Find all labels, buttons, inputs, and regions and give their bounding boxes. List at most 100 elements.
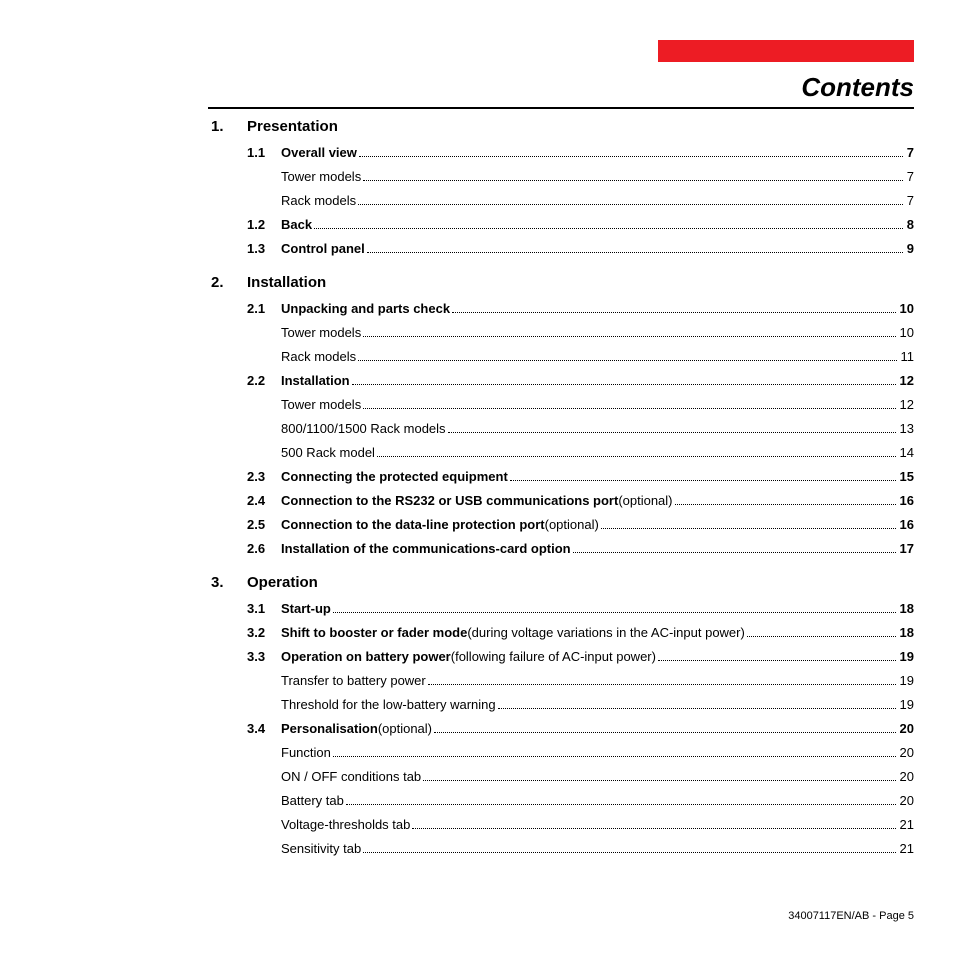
page-number: 20 [900, 793, 914, 808]
toc-subitem: Rack models 11 [211, 349, 914, 364]
leader-dots [448, 432, 896, 433]
toc-subitem: Rack models 7 [211, 193, 914, 208]
subitem-text: Tower models [281, 397, 361, 412]
subitem-text: Threshold for the low-battery warning [281, 697, 496, 712]
leader-dots [434, 732, 896, 733]
chapter: 2.Installation 2.1Unpacking and parts che… [211, 274, 914, 556]
page-number: 19 [900, 673, 914, 688]
section-suffix: (optional) [618, 493, 672, 508]
section-text: Back [281, 217, 312, 232]
section-number: 2.5 [247, 517, 281, 532]
section-suffix: (optional) [545, 517, 599, 532]
chapter-header: 3.Operation [211, 574, 914, 591]
leader-dots [498, 708, 896, 709]
table-of-contents: 1.Presentation 1.1Overall view 7 Tower mod… [211, 118, 914, 874]
section-text: Shift to booster or fader mode [281, 625, 467, 640]
section-text: Control panel [281, 241, 365, 256]
section-suffix: (optional) [378, 721, 432, 736]
leader-dots [352, 384, 896, 385]
subitem-text: Tower models [281, 169, 361, 184]
subitem-text: Battery tab [281, 793, 344, 808]
section-number: 3.2 [247, 625, 281, 640]
section-text: Overall view [281, 145, 357, 160]
subitem-text: Transfer to battery power [281, 673, 426, 688]
footer: 34007117EN/AB - Page 5 [788, 910, 914, 922]
leader-dots [363, 852, 895, 853]
leader-dots [747, 636, 896, 637]
leader-dots [358, 360, 896, 361]
section-text: Operation on battery power [281, 649, 451, 664]
section-number: 2.6 [247, 541, 281, 556]
toc-section: 2.3Connecting the protected equipment 15 [211, 469, 914, 484]
page-number: 20 [900, 745, 914, 760]
toc-section: 3.1Start-up 18 [211, 601, 914, 616]
toc-subitem: Sensitivity tab 21 [211, 841, 914, 856]
page-number: 14 [900, 445, 914, 460]
toc-section: 2.4Connection to the RS232 or USB commun… [211, 493, 914, 508]
page-number: 12 [900, 397, 914, 412]
leader-dots [601, 528, 896, 529]
page-number: 8 [907, 217, 914, 232]
toc-subitem: Threshold for the low-battery warning 19 [211, 697, 914, 712]
leader-dots [412, 828, 895, 829]
toc-section: 3.3Operation on battery power (following… [211, 649, 914, 664]
chapter: 3.Operation 3.1Start-up 18 3.2Shift to boo… [211, 574, 914, 856]
toc-section: 2.1Unpacking and parts check 10 [211, 301, 914, 316]
toc-section: 2.5Connection to the data-line protectio… [211, 517, 914, 532]
subitem-text: Voltage-thresholds tab [281, 817, 410, 832]
section-text: Connecting the protected equipment [281, 469, 508, 484]
toc-subitem: Function 20 [211, 745, 914, 760]
leader-dots [452, 312, 895, 313]
leader-dots [363, 336, 895, 337]
leader-dots [367, 252, 903, 253]
page-number: 20 [900, 721, 914, 736]
subitem-text: Sensitivity tab [281, 841, 361, 856]
section-text: Installation of the communications-card … [281, 541, 571, 556]
section-suffix: (following failure of AC-input power) [451, 649, 656, 664]
leader-dots [428, 684, 896, 685]
section-text: Connection to the RS232 or USB communica… [281, 493, 618, 508]
page-number: 18 [900, 625, 914, 640]
toc-section: 2.6Installation of the communications-ca… [211, 541, 914, 556]
toc-subitem: Voltage-thresholds tab 21 [211, 817, 914, 832]
subitem-text: Rack models [281, 193, 356, 208]
page-number: 18 [900, 601, 914, 616]
leader-dots [658, 660, 896, 661]
chapter-header: 2.Installation [211, 274, 914, 291]
toc-section: 1.1Overall view 7 [211, 145, 914, 160]
page-number: 15 [900, 469, 914, 484]
section-number: 1.1 [247, 145, 281, 160]
page-number: 16 [900, 493, 914, 508]
toc-section: 3.4Personalisation (optional) 20 [211, 721, 914, 736]
section-text: Installation [281, 373, 350, 388]
leader-dots [423, 780, 895, 781]
section-text: Personalisation [281, 721, 378, 736]
toc-subitem: 800/1100/1500 Rack models 13 [211, 421, 914, 436]
page-number: 13 [900, 421, 914, 436]
leader-dots [510, 480, 896, 481]
page-number: 10 [900, 301, 914, 316]
toc-section: 1.3Control panel 9 [211, 241, 914, 256]
subitem-text: Function [281, 745, 331, 760]
page-number: 19 [900, 649, 914, 664]
section-number: 2.3 [247, 469, 281, 484]
section-suffix: (during voltage variations in the AC-inp… [467, 625, 744, 640]
chapter-number: 1. [211, 118, 247, 135]
section-number: 1.3 [247, 241, 281, 256]
subitem-text: ON / OFF conditions tab [281, 769, 421, 784]
section-number: 2.4 [247, 493, 281, 508]
page-number: 19 [900, 697, 914, 712]
toc-subitem: Tower models 10 [211, 325, 914, 340]
toc-subitem: ON / OFF conditions tab 20 [211, 769, 914, 784]
page-label: - Page 5 [869, 910, 914, 922]
accent-bar [658, 40, 914, 62]
section-text: Unpacking and parts check [281, 301, 450, 316]
chapter-header: 1.Presentation [211, 118, 914, 135]
section-text: Start-up [281, 601, 331, 616]
section-number: 3.1 [247, 601, 281, 616]
page-number: 11 [901, 349, 915, 364]
leader-dots [358, 204, 903, 205]
page-number: 21 [900, 841, 914, 856]
chapter-title: Operation [247, 574, 318, 591]
page-number: 9 [907, 241, 914, 256]
